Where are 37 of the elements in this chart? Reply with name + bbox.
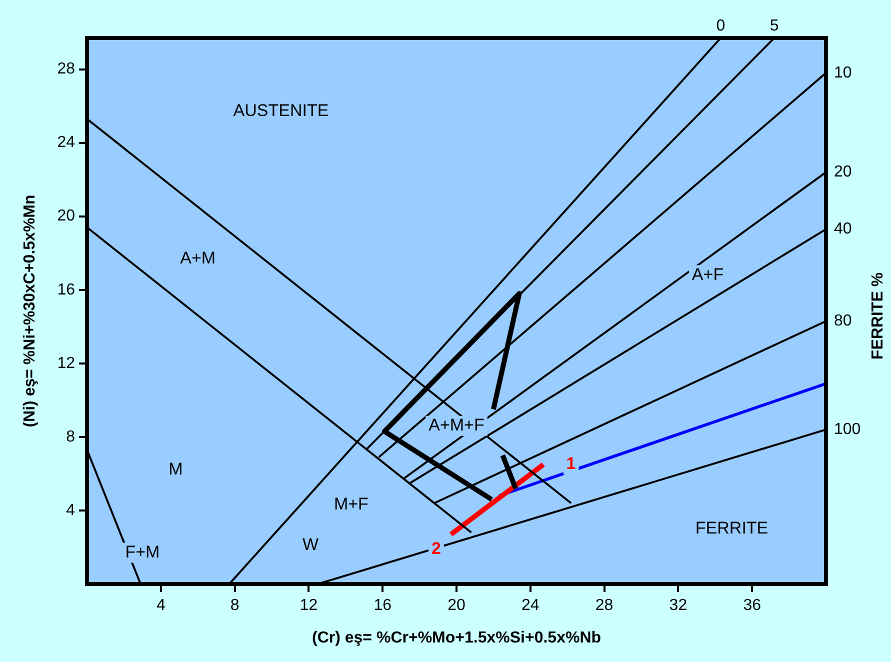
y-axis-title: (Ni) eş= %Ni+%30xC+0.5x%Mn xyxy=(21,194,38,428)
x-tick-label: 36 xyxy=(743,597,762,614)
annotation: 1 xyxy=(566,454,576,474)
annotation: F+M xyxy=(125,542,160,562)
x-tick-label: 8 xyxy=(230,597,240,614)
annotation: A+M+F xyxy=(428,416,484,435)
x-tick-label: 16 xyxy=(374,597,392,614)
y-tick-label: 28 xyxy=(57,60,76,78)
series-label: 100 xyxy=(834,420,861,438)
x-tick-label: 4 xyxy=(156,597,166,614)
annotation: M+F xyxy=(334,494,368,514)
series-label: 5 xyxy=(770,17,779,34)
y-tick-label: 8 xyxy=(66,428,76,446)
annotation: AUSTENITE xyxy=(233,101,329,120)
series-label: 10 xyxy=(834,64,852,82)
y2-axis-title: FERRITE % xyxy=(869,272,886,360)
x-tick-label: 32 xyxy=(669,597,688,614)
x-tick-label: 28 xyxy=(595,597,614,614)
series-label: 20 xyxy=(834,164,852,181)
y-tick-label: 24 xyxy=(57,134,76,152)
x-tick-label: 12 xyxy=(300,597,318,614)
annotation: A+M xyxy=(180,248,216,268)
annotation: 2 xyxy=(431,538,441,558)
y-tick-label: 12 xyxy=(57,354,76,372)
y-tick-label: 20 xyxy=(57,208,76,225)
annotation: FERRITE xyxy=(695,518,768,538)
series-label: 0 xyxy=(716,17,726,34)
series-label: 80 xyxy=(834,312,852,330)
x-axis-title: (Cr) eş= %Cr+%Mo+1.5x%Si+0.5x%Nb xyxy=(312,629,602,646)
annotation: A+F xyxy=(692,264,724,284)
x-tick-label: 20 xyxy=(448,597,466,614)
y-tick-label: 4 xyxy=(66,502,76,519)
x-tick-label: 24 xyxy=(522,597,540,614)
series-label: 40 xyxy=(834,220,852,238)
annotation: W xyxy=(302,535,319,554)
y-tick-label: 16 xyxy=(57,281,76,298)
annotation: M xyxy=(168,460,183,479)
